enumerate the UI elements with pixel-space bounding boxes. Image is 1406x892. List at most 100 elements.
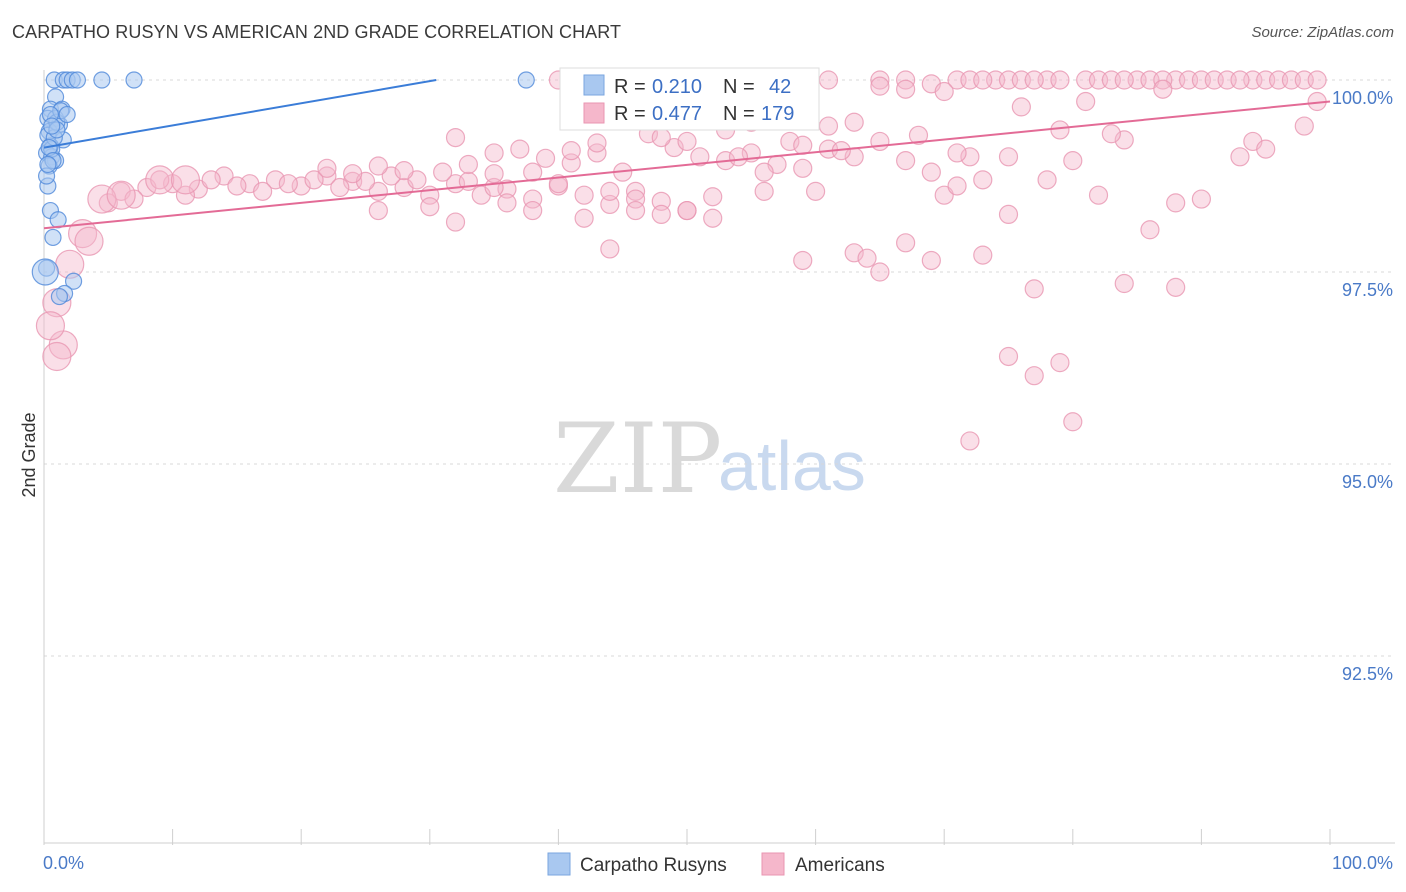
data-point [64, 272, 83, 290]
data-point [574, 185, 594, 205]
data-point [1063, 412, 1083, 432]
data-point [517, 71, 535, 89]
data-point [265, 170, 286, 190]
data-point [44, 228, 62, 247]
data-point [998, 346, 1019, 367]
data-point [368, 200, 388, 221]
data-point [973, 245, 993, 265]
carpatho-rusyns-points [31, 71, 535, 306]
data-point [793, 158, 813, 178]
series-legend-swatch-carpatho [547, 852, 571, 876]
data-point [201, 170, 221, 190]
data-point [1024, 279, 1044, 299]
data-point-large [31, 258, 59, 286]
data-point [793, 135, 813, 155]
y-tick-labels: 100.0% 97.5% 95.0% 92.5% [1332, 88, 1393, 684]
y-tick-label: 100.0% [1332, 88, 1393, 108]
data-point [1063, 151, 1083, 171]
data-point [960, 431, 980, 451]
data-point [754, 181, 774, 201]
y-tick-label: 95.0% [1342, 472, 1393, 492]
data-point [523, 162, 543, 182]
data-point [908, 125, 929, 145]
data-point [1140, 220, 1160, 240]
data-point [1037, 170, 1057, 190]
data-point [458, 154, 478, 175]
data-point [1230, 70, 1250, 90]
data-point [317, 158, 337, 178]
data-point-large [106, 180, 136, 210]
data-point [1024, 70, 1044, 90]
data-point [1256, 139, 1276, 159]
data-point-large [74, 226, 104, 256]
data-point [600, 194, 620, 215]
data-point [1114, 70, 1134, 90]
data-point [510, 139, 530, 159]
data-point [43, 117, 61, 135]
data-point [484, 164, 504, 184]
source-credit: Source: ZipAtlas.com [1251, 24, 1394, 41]
data-point-large [145, 165, 175, 195]
watermark-zip: ZIP [553, 403, 722, 515]
data-point [253, 181, 273, 201]
data-point [39, 155, 57, 174]
data-point [896, 79, 916, 99]
data-point [175, 185, 196, 205]
data-point [677, 200, 697, 221]
series-legend-label-americans: Americans [795, 855, 885, 876]
data-point [780, 131, 800, 152]
legend-n-label-blue: N = [723, 76, 755, 98]
data-point [690, 147, 710, 167]
data-point [973, 70, 993, 90]
data-point [58, 105, 76, 124]
data-point [445, 212, 466, 232]
data-point [93, 71, 111, 89]
data-point [947, 143, 967, 163]
data-point [844, 112, 864, 132]
data-point [1114, 273, 1134, 294]
data-point-large [35, 311, 66, 341]
data-point [330, 177, 350, 198]
data-point [1191, 189, 1212, 209]
legend-swatch-pink [583, 102, 605, 124]
grid-lines [44, 79, 1395, 657]
data-point [703, 187, 723, 207]
data-point [1011, 97, 1031, 117]
data-point [870, 262, 890, 282]
data-point [818, 116, 839, 136]
data-point [896, 233, 916, 253]
data-point [1050, 70, 1070, 90]
data-point [150, 170, 170, 190]
data-point [1294, 116, 1314, 136]
series-legend: Carpatho Rusyns Americans [547, 852, 885, 876]
data-point [625, 181, 646, 201]
data-point [600, 181, 620, 201]
data-point [921, 250, 941, 271]
data-point [1024, 366, 1044, 386]
data-point [304, 170, 324, 190]
axes [43, 70, 1395, 845]
y-tick-label: 92.5% [1342, 664, 1393, 684]
data-point [921, 162, 941, 182]
stats-legend: R = 0.210 N = 42 R = 0.477 N = 179 [559, 67, 820, 131]
legend-r-label-blue: R = [614, 76, 646, 98]
americans-points [35, 70, 1327, 451]
data-point [818, 70, 839, 90]
data-point [50, 287, 69, 306]
data-point [68, 71, 87, 89]
data-point [343, 164, 363, 184]
data-point [947, 176, 967, 196]
data-point [1076, 91, 1096, 112]
data-point [548, 174, 569, 194]
data-point [600, 239, 620, 259]
data-point [1153, 79, 1173, 99]
data-point [574, 208, 594, 228]
data-point [625, 189, 646, 209]
x-tick-label-max: 100.0% [1332, 853, 1393, 873]
legend-n-value-pink: 179 [761, 103, 794, 125]
x-tick-label-min: 0.0% [43, 853, 84, 873]
data-point [754, 162, 774, 182]
legend-r-value-blue: 0.210 [652, 76, 702, 98]
legend-n-label-pink: N = [723, 103, 755, 125]
